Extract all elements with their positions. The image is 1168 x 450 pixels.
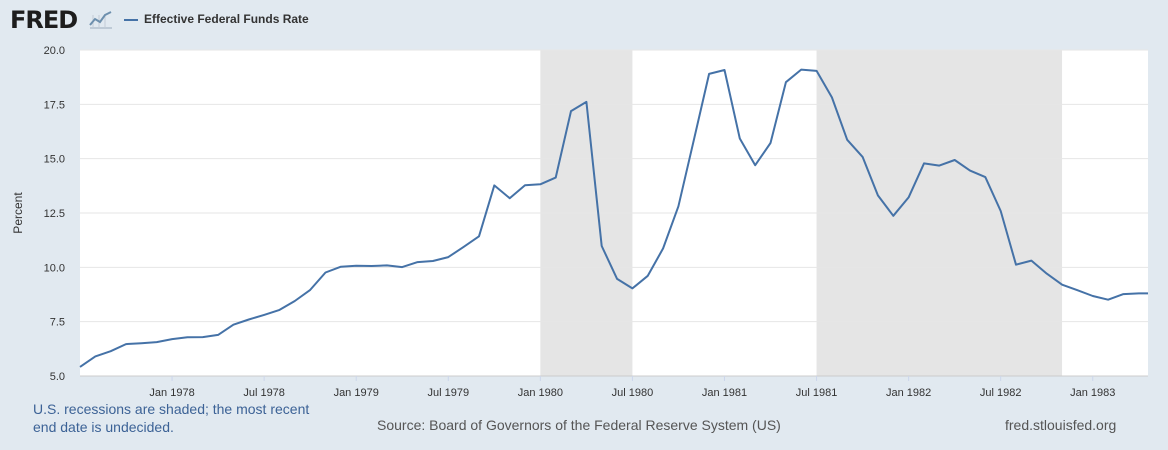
source-credit: Source: Board of Governors of the Federa…	[377, 417, 781, 433]
y-axis-label: Percent	[11, 192, 25, 234]
data-series	[79, 68, 1148, 368]
fred-logo[interactable]: FRED	[10, 6, 78, 34]
y-tick-label: 5.0	[50, 371, 65, 383]
chart-header: FRED Effective Federal Funds Rate	[0, 0, 1168, 40]
site-link[interactable]: fred.stlouisfed.org	[1005, 417, 1117, 433]
line-chart-icon	[89, 9, 113, 29]
x-tick-label: Jan 1979	[334, 387, 379, 399]
recession-note: U.S. recessions are shaded; the most rec…	[33, 401, 310, 435]
legend-series-label[interactable]: Effective Federal Funds Rate	[144, 12, 309, 26]
y-tick-label: 15.0	[44, 154, 65, 166]
x-tick-label: Jan 1982	[886, 387, 931, 399]
x-tick-label: Jul 1982	[980, 387, 1022, 399]
legend-swatch	[124, 19, 138, 21]
x-axis-ticks: Jan 1978 Jul 1978 Jan 1979 Jul 1979 Jan 1980…	[149, 376, 1115, 399]
x-tick-label: Jan 1980	[518, 387, 563, 399]
line-chart: 5.0 7.5 10.0 12.5 15.0 17.5 20.0 Jan 1978 Jul 1…	[11, 45, 1148, 399]
x-tick-label: Jul 1979	[427, 387, 469, 399]
series-line[interactable]	[79, 68, 1148, 368]
x-tick-label: Jan 1978	[149, 387, 194, 399]
y-tick-label: 20.0	[44, 45, 65, 57]
gridlines	[80, 49, 1148, 377]
y-tick-label: 12.5	[44, 208, 65, 220]
y-axis-ticks: 5.0 7.5 10.0 12.5 15.0 17.5 20.0	[44, 45, 65, 383]
y-tick-label: 17.5	[44, 99, 65, 111]
x-tick-label: Jan 1983	[1070, 387, 1115, 399]
y-tick-label: 7.5	[50, 317, 65, 329]
x-tick-label: Jul 1981	[796, 387, 838, 399]
x-tick-label: Jul 1980	[612, 387, 654, 399]
x-tick-label: Jul 1978	[243, 387, 285, 399]
x-tick-label: Jan 1981	[702, 387, 747, 399]
y-tick-label: 10.0	[44, 262, 65, 274]
